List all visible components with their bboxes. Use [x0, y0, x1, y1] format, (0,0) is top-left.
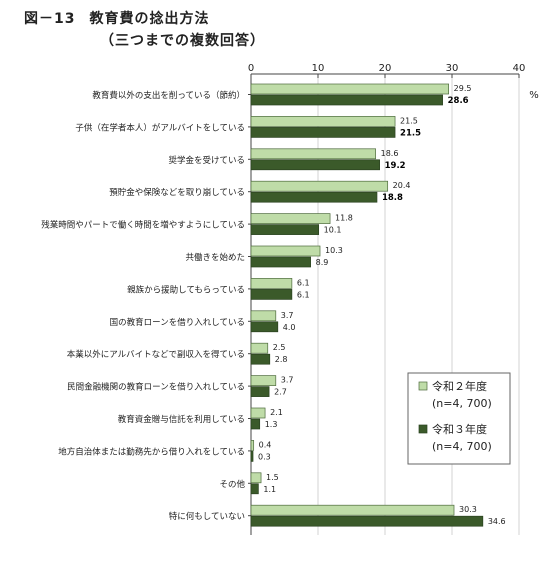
x-tick-label: 0	[248, 63, 254, 74]
data-label-reiwa2: 1.5	[266, 473, 279, 482]
category-label: その他	[219, 479, 245, 490]
category-label: 共働きを始めた	[185, 252, 245, 263]
data-label-reiwa3: 1.1	[263, 485, 276, 494]
data-label-reiwa2: 21.5	[400, 116, 418, 125]
legend-label-reiwa3: 令和３年度	[432, 422, 487, 436]
bar-reiwa3	[250, 353, 271, 365]
bar-reiwa3	[250, 386, 270, 397]
data-label-reiwa3: 1.3	[265, 420, 278, 429]
bar-reiwa2	[250, 342, 269, 354]
category-label: 預貯金や保険などを取り崩している	[109, 187, 245, 198]
bar-reiwa3	[250, 159, 380, 171]
category-label: 特に何もしていない	[169, 511, 245, 522]
data-label-reiwa2: 10.3	[325, 246, 343, 255]
data-label-reiwa3: 19.2	[385, 161, 406, 171]
bar-reiwa3	[250, 289, 293, 300]
bar-reiwa2	[250, 310, 277, 322]
chart-title: 図－13 教育費の捻出方法	[24, 8, 209, 28]
data-label-reiwa2: 0.4	[259, 440, 272, 449]
chart-subtitle: （三つまでの複数回答）	[100, 33, 265, 49]
data-label-reiwa3: 18.8	[382, 193, 403, 203]
data-label-reiwa3: 21.5	[400, 128, 421, 138]
category-label: 本業以外にアルバイトなどで副収入を得ている	[67, 349, 245, 360]
data-label-reiwa2: 6.1	[297, 278, 310, 287]
bar-reiwa3	[250, 191, 378, 203]
bar-reiwa3	[250, 418, 261, 430]
bar-reiwa2	[250, 116, 396, 127]
data-label-reiwa2: 3.7	[281, 311, 294, 320]
data-label-reiwa3: 4.0	[283, 323, 296, 332]
bar-reiwa2	[250, 407, 266, 419]
bar-reiwa2	[250, 440, 255, 451]
data-label-reiwa3: 28.6	[448, 96, 469, 106]
data-label-reiwa2: 2.1	[270, 408, 283, 417]
x-tick-label: 20	[379, 63, 392, 74]
category-label: 民間金融機関の教育ローンを借り入れしている	[67, 382, 245, 393]
data-label-reiwa2: 11.8	[335, 214, 353, 223]
bar-reiwa2	[250, 504, 455, 516]
bar-reiwa3	[250, 515, 484, 527]
data-label-reiwa2: 20.4	[393, 181, 411, 190]
x-tick-label: 10	[312, 63, 325, 74]
data-label-reiwa2: 2.5	[273, 343, 286, 352]
x-tick-label: 30	[446, 63, 459, 74]
legend-swatch-reiwa2	[418, 381, 428, 391]
legend-label-reiwa2: 令和２年度	[432, 379, 487, 393]
data-label-reiwa3: 6.1	[297, 290, 310, 299]
legend-n-reiwa3: (n=4, 700)	[432, 440, 492, 453]
data-label-reiwa3: 2.7	[274, 388, 287, 397]
bar-reiwa3	[250, 483, 259, 495]
bar-reiwa2	[250, 245, 321, 257]
title-text: 教育費の捻出方法	[89, 11, 210, 27]
data-label-reiwa3: 10.1	[324, 226, 342, 235]
bar-reiwa3	[250, 321, 279, 333]
bar-reiwa2	[250, 472, 262, 484]
bar-reiwa2	[250, 213, 331, 224]
legend-n-reiwa2: (n=4, 700)	[432, 397, 492, 410]
bar-reiwa2	[250, 83, 449, 95]
bar-reiwa2	[250, 180, 389, 192]
figure-number: 図－13	[24, 11, 76, 27]
category-label: 残業時間やパートで働く時間を増やすようにしている	[41, 220, 245, 231]
data-label-reiwa3: 2.8	[275, 355, 288, 364]
bar-reiwa3	[250, 127, 396, 138]
bar-reiwa2	[250, 375, 277, 386]
bar-reiwa3	[250, 94, 443, 106]
data-label-reiwa2: 29.5	[454, 84, 472, 93]
category-label: 地方自治体または勤務先から借り入れをしている	[58, 446, 245, 457]
category-label: 教育資金贈与信託を利用している	[118, 414, 245, 425]
legend-swatch-reiwa3	[418, 424, 428, 434]
unit-label: %	[529, 90, 539, 101]
data-label-reiwa2: 18.6	[381, 149, 399, 158]
data-label-reiwa3: 0.3	[258, 452, 271, 461]
bar-reiwa2	[250, 148, 376, 160]
category-label: 国の教育ローンを借り入れしている	[110, 317, 245, 328]
bar-reiwa3	[250, 451, 254, 462]
data-label-reiwa2: 3.7	[281, 376, 294, 385]
category-label: 子供（在学者本人）がアルバイトをしている	[75, 122, 245, 133]
category-label: 教育費以外の支出を削っている（節約）	[92, 90, 245, 101]
bar-reiwa3	[250, 224, 320, 235]
data-label-reiwa3: 8.9	[316, 258, 329, 267]
data-label-reiwa3: 34.6	[488, 517, 506, 526]
category-label: 親族から援助してもらっている	[127, 284, 245, 295]
bar-reiwa2	[250, 278, 293, 289]
bar-reiwa3	[250, 256, 311, 268]
x-tick-label: 40	[513, 63, 526, 74]
category-label: 奨学金を受けている	[168, 155, 245, 166]
data-label-reiwa2: 30.3	[459, 505, 477, 514]
